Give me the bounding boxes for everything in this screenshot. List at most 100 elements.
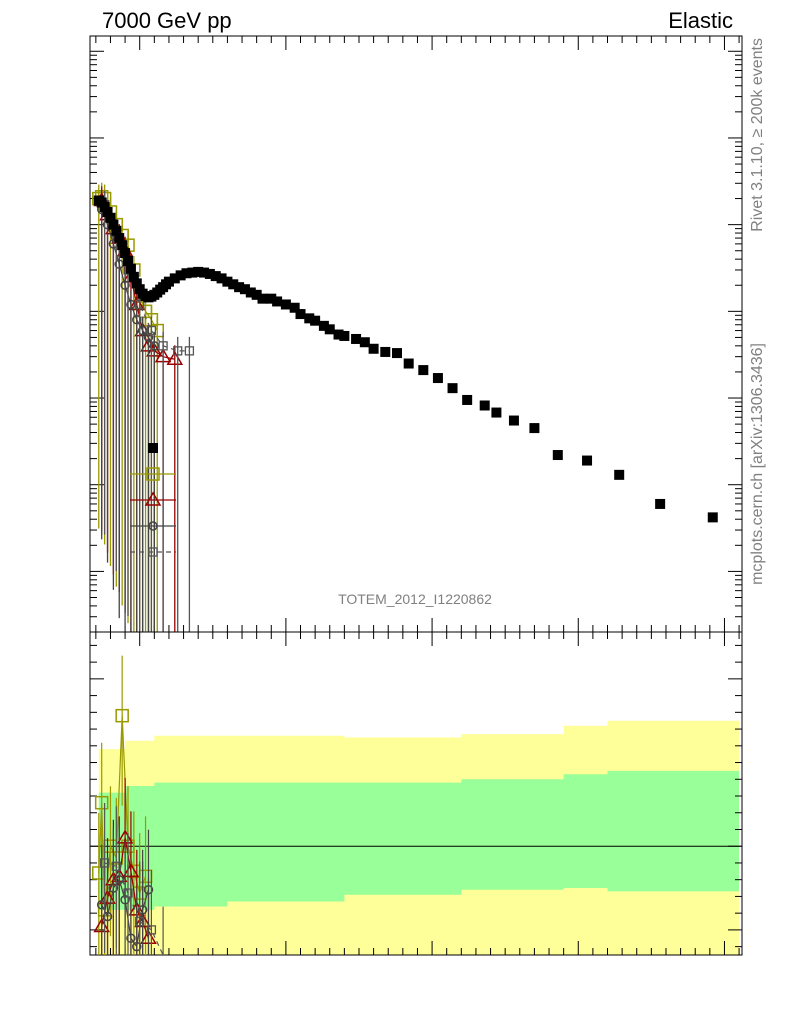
totem-point <box>169 273 180 284</box>
side-label-mcplots: mcplots.cern.ch [arXiv:1306.3436] <box>749 343 766 585</box>
totem-point <box>432 373 443 384</box>
totem-point <box>351 333 362 344</box>
totem-point <box>479 400 490 411</box>
legend-marker <box>146 467 160 481</box>
upper-panel <box>89 35 743 633</box>
totem-point <box>181 268 192 279</box>
p2010-ratio-point <box>135 916 145 927</box>
p0-point <box>126 299 136 310</box>
totem-point <box>131 278 142 289</box>
totem-point <box>552 450 563 461</box>
totem-point <box>239 284 250 295</box>
totem-point <box>257 293 268 304</box>
totem-point <box>193 266 204 277</box>
totem-point <box>234 282 245 293</box>
p0-ratio-point <box>137 905 148 915</box>
p0-point <box>120 280 130 290</box>
totem-point <box>368 343 379 354</box>
totem-point <box>508 415 519 426</box>
totem-point <box>199 267 210 278</box>
p0-ratio-point <box>102 911 113 922</box>
totem-point <box>324 324 335 335</box>
totem-point <box>163 276 174 287</box>
p0-ratio-point <box>132 941 142 952</box>
totem-point <box>310 315 321 326</box>
totem-point <box>707 512 718 523</box>
p0-ratio-point <box>114 874 124 885</box>
totem-point <box>222 276 233 287</box>
totem-point <box>333 329 344 340</box>
p0-point <box>137 325 148 336</box>
totem-point <box>272 296 283 307</box>
totem-point <box>105 212 116 223</box>
totem-point <box>418 365 429 376</box>
totem-point <box>245 287 256 298</box>
totem-point <box>582 455 593 466</box>
p2010-point <box>184 346 195 356</box>
totem-point <box>462 394 473 405</box>
p0-point <box>132 314 142 325</box>
p0-point <box>143 332 154 343</box>
totem-point <box>529 423 540 434</box>
totem-point <box>614 469 625 480</box>
totem-point <box>120 248 131 259</box>
ratio-band-inner <box>98 770 740 910</box>
totem-point <box>359 337 370 348</box>
p0-ratio-point <box>120 895 130 905</box>
totem-point <box>304 313 315 324</box>
totem-point <box>102 206 113 217</box>
totem-point <box>210 271 221 282</box>
totem-point <box>280 299 291 310</box>
legend-marker <box>148 547 158 557</box>
p2010-ratio-point <box>111 861 121 871</box>
totem-point <box>491 407 502 418</box>
p2010-ratio-point <box>146 925 157 935</box>
totem-point <box>403 358 414 369</box>
p2010-point <box>146 325 157 336</box>
totem-point <box>108 219 119 230</box>
totem-point <box>111 225 122 236</box>
analysis-label: TOTEM_2012_I1220862 <box>338 591 492 607</box>
totem-point <box>289 302 300 313</box>
totem-point <box>128 271 139 282</box>
header-right-title: Elastic <box>668 8 733 33</box>
totem-point <box>447 383 458 394</box>
totem-point <box>123 256 134 267</box>
totem-point <box>187 267 198 278</box>
lower-frame <box>89 631 743 956</box>
ratio-series-line <box>104 862 164 956</box>
totem-point <box>339 330 350 341</box>
p0-ratio-point <box>126 933 136 944</box>
legend <box>130 443 176 557</box>
totem-point <box>114 233 125 244</box>
totem-point <box>391 348 402 359</box>
side-label-rivet: Rivet 3.1.10, ≥ 200k events <box>749 38 766 232</box>
totem-point <box>99 201 110 212</box>
lower-panel <box>89 631 743 956</box>
upper-frame <box>89 35 743 633</box>
legend-marker <box>148 521 158 531</box>
totem-point <box>117 240 128 251</box>
totem-point <box>655 498 666 509</box>
p0-point <box>149 341 160 351</box>
p0-ratio-point <box>143 884 154 895</box>
p0-ratio-point <box>96 900 107 910</box>
totem-point <box>216 273 227 284</box>
totem-point <box>266 293 277 304</box>
p2010-point <box>158 341 168 351</box>
p2010-ratio-point <box>99 858 110 868</box>
totem-point <box>251 289 262 300</box>
legend-marker <box>148 443 158 453</box>
p2010-point <box>135 299 145 310</box>
p0-ratio-point <box>108 883 119 893</box>
totem-point <box>228 279 239 290</box>
p2010-ratio-point <box>123 888 133 898</box>
totem-point <box>175 270 186 281</box>
totem-point <box>380 346 391 357</box>
legend-marker <box>144 491 162 506</box>
totem-point <box>204 268 215 279</box>
totem-point <box>318 320 329 331</box>
header-left-title: 7000 GeV pp <box>102 8 232 33</box>
